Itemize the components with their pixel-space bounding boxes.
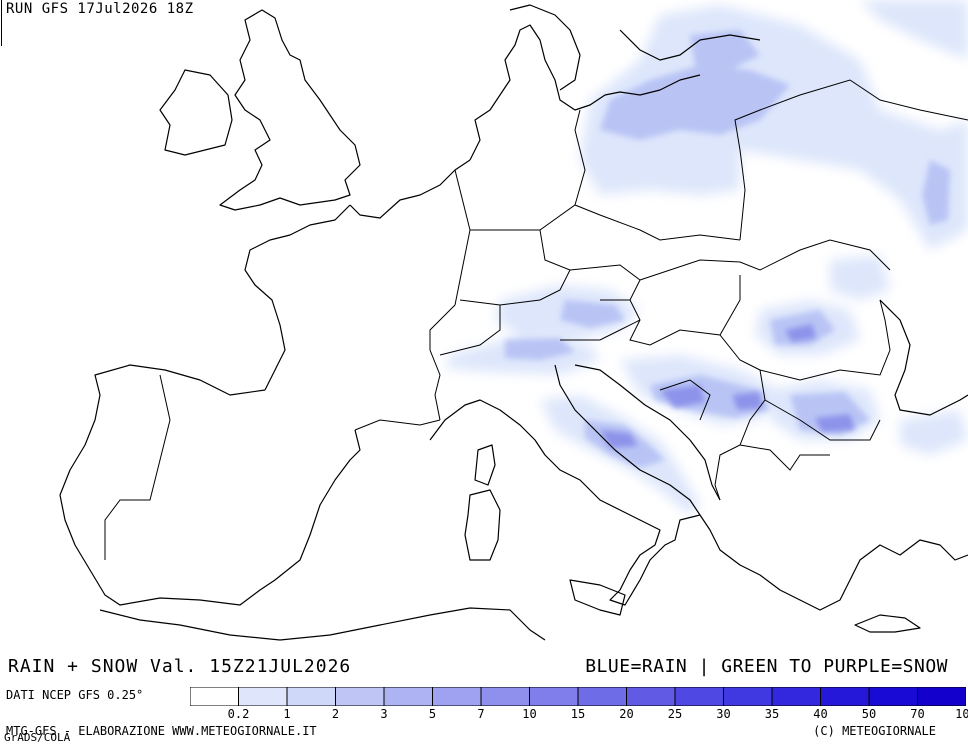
- colorbar-tick-label: 70: [910, 707, 925, 721]
- coastlines-and-borders: [59, 4, 968, 641]
- sicily-outline: [569, 579, 626, 616]
- frame-corner-line: [1, 0, 2, 46]
- colorbar-swatch: [723, 687, 773, 706]
- country-borders: [104, 79, 968, 560]
- colorbar-swatch: [238, 687, 288, 706]
- colorbar-tick-label: 25: [667, 707, 683, 721]
- colorbar-tick-label: 7: [477, 707, 485, 721]
- adriatic-coast: [574, 364, 721, 501]
- colorbar-tick-label: 15: [570, 707, 586, 721]
- colorbar-swatch: [917, 687, 966, 706]
- colorbar-swatch: [771, 687, 821, 706]
- north-africa-coast: [99, 607, 546, 641]
- scandinavia-outline: [509, 4, 761, 91]
- france-coast: [244, 159, 471, 391]
- colorbar-tick-label: 1: [283, 707, 291, 721]
- black-sea-coast: [879, 299, 968, 416]
- sardinia-outline: [464, 489, 501, 561]
- colorbar-swatch: [335, 687, 385, 706]
- product-title: RAIN + SNOW Val. 15Z21JUL2026: [8, 656, 352, 677]
- corsica-outline: [474, 444, 496, 486]
- grads-credit: GrADS/COLA: [4, 731, 71, 744]
- colorbar-tick-label: 5: [428, 707, 437, 721]
- colorbar-swatch: [383, 687, 433, 706]
- data-source-label: DATI NCEP GFS 0.25°: [6, 688, 144, 702]
- precipitation-colorbar: [190, 687, 966, 706]
- colorbar-swatch: [577, 687, 627, 706]
- great-britain-outline: [219, 9, 361, 211]
- colorbar-swatch: [286, 687, 336, 706]
- ireland-outline: [159, 69, 233, 156]
- italy-outline: [429, 364, 701, 606]
- copyright-text: (C) METEOGIORNALE: [813, 724, 936, 738]
- color-legend-description: BLUE=RAIN | GREEN TO PURPLE=SNOW: [585, 656, 948, 677]
- colorbar-tick-label: 40: [813, 707, 828, 721]
- colorbar-tick-label: 50: [861, 707, 877, 721]
- north-coast: [469, 24, 701, 161]
- colorbar-swatch: [432, 687, 482, 706]
- balkan-coast: [699, 514, 968, 611]
- precipitation-areas: [445, 0, 968, 515]
- colorbar-tick-label: 30: [716, 707, 731, 721]
- colorbar-swatch: [529, 687, 579, 706]
- crete-outline: [854, 614, 921, 633]
- colorbar-swatch: [626, 687, 676, 706]
- colorbar-swatch: [820, 687, 870, 706]
- colorbar-labels: 0.212357101520253035405070100: [190, 707, 968, 723]
- iberia-outline: [59, 364, 361, 606]
- colorbar-swatch: [480, 687, 530, 706]
- colorbar-tick-label: 3: [380, 707, 388, 721]
- colorbar-tick-label: 0.2: [227, 707, 250, 721]
- colorbar-tick-label: 35: [764, 707, 780, 721]
- colorbar-tick-label: 2: [331, 707, 340, 721]
- colorbar-tick-label: 100: [955, 707, 968, 721]
- precipitation-map: [59, 0, 968, 641]
- colorbar-tick-label: 10: [522, 707, 537, 721]
- run-title: RUN GFS 17Jul2026 18Z: [6, 1, 194, 17]
- colorbar-swatch: [190, 687, 239, 706]
- colorbar-swatch: [868, 687, 918, 706]
- colorbar-tick-label: 20: [619, 707, 634, 721]
- credit-text: MTG-GFS - ELABORAZIONE WWW.METEOGIORNALE…: [6, 724, 317, 738]
- colorbar-swatch: [674, 687, 724, 706]
